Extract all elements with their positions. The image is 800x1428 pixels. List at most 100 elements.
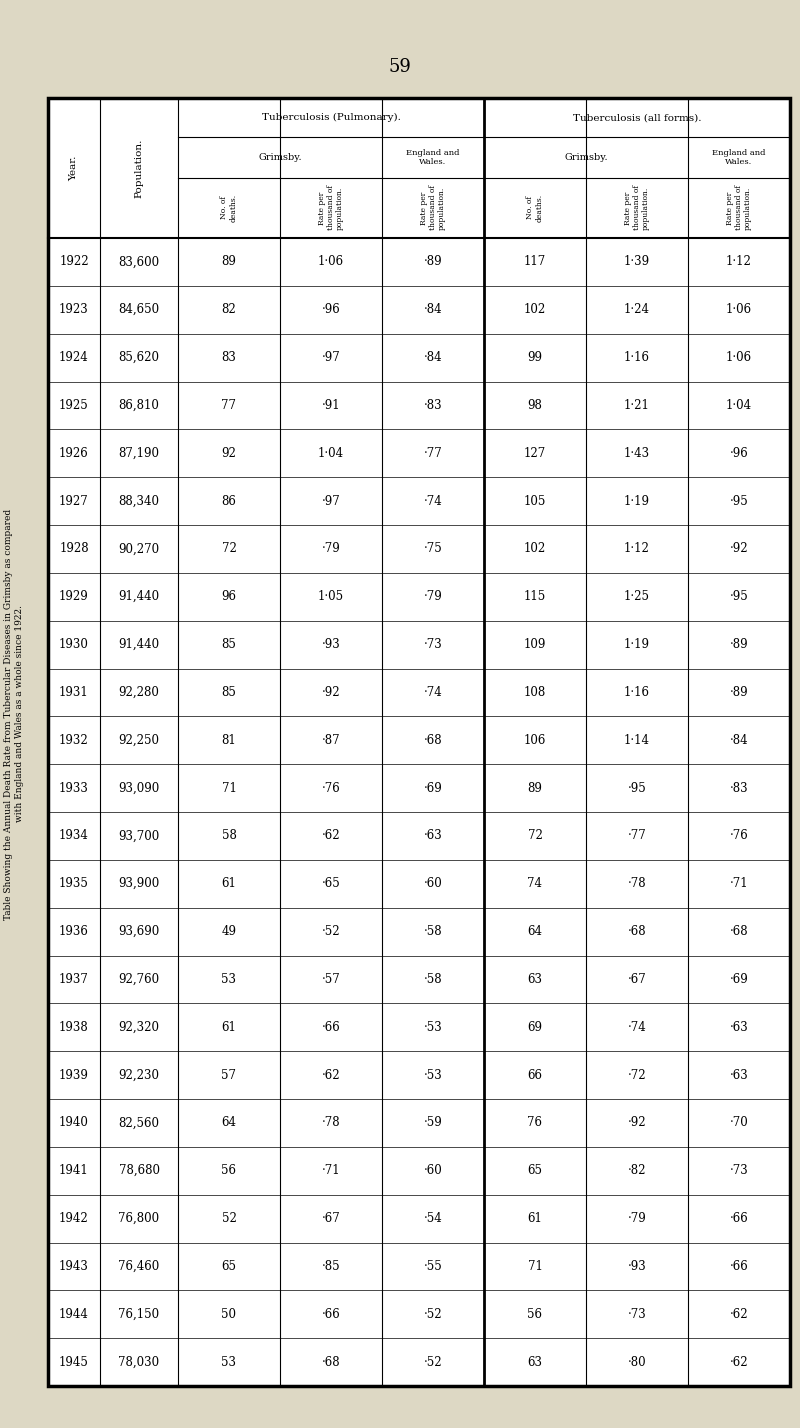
- Text: 1·24: 1·24: [624, 303, 650, 316]
- Text: 1·19: 1·19: [624, 638, 650, 651]
- Text: 1·43: 1·43: [624, 447, 650, 460]
- Text: 93,700: 93,700: [118, 830, 160, 843]
- Text: ·68: ·68: [322, 1355, 340, 1368]
- Text: ·62: ·62: [322, 830, 340, 843]
- Text: ·60: ·60: [424, 1164, 442, 1177]
- Text: ·60: ·60: [424, 877, 442, 890]
- Text: 1939: 1939: [59, 1068, 89, 1081]
- Text: 1·06: 1·06: [726, 303, 752, 316]
- Text: 78,030: 78,030: [118, 1355, 159, 1368]
- Text: 72: 72: [527, 830, 542, 843]
- Text: 84,650: 84,650: [118, 303, 159, 316]
- Text: 83: 83: [222, 351, 237, 364]
- Text: 1·12: 1·12: [726, 256, 752, 268]
- Text: ·97: ·97: [322, 351, 340, 364]
- Text: 1928: 1928: [59, 543, 89, 555]
- Text: 1932: 1932: [59, 734, 89, 747]
- Text: 115: 115: [524, 590, 546, 603]
- Text: Rate per
thousand of
population.: Rate per thousand of population.: [624, 186, 650, 230]
- Text: ·57: ·57: [322, 972, 340, 985]
- Text: 63: 63: [527, 972, 542, 985]
- Text: 1·04: 1·04: [318, 447, 344, 460]
- Text: ·63: ·63: [730, 1021, 748, 1034]
- Text: Year.: Year.: [70, 156, 78, 181]
- Text: ·74: ·74: [628, 1021, 646, 1034]
- Text: 93,090: 93,090: [118, 781, 160, 794]
- Text: 1·14: 1·14: [624, 734, 650, 747]
- Text: ·71: ·71: [322, 1164, 340, 1177]
- Text: ·69: ·69: [730, 972, 748, 985]
- Text: 1923: 1923: [59, 303, 89, 316]
- Text: 92,250: 92,250: [118, 734, 159, 747]
- Text: ·63: ·63: [424, 830, 442, 843]
- Text: 92,280: 92,280: [118, 685, 159, 698]
- Text: 65: 65: [222, 1259, 237, 1272]
- Text: ·89: ·89: [730, 638, 748, 651]
- Text: ·83: ·83: [424, 398, 442, 411]
- Text: ·78: ·78: [628, 877, 646, 890]
- Text: ·79: ·79: [628, 1212, 646, 1225]
- Text: 1929: 1929: [59, 590, 89, 603]
- Text: 63: 63: [527, 1355, 542, 1368]
- Text: 88,340: 88,340: [118, 494, 159, 507]
- Text: 92: 92: [222, 447, 237, 460]
- Text: Tuberculosis (Pulmonary).: Tuberculosis (Pulmonary).: [262, 113, 401, 123]
- Text: 87,190: 87,190: [118, 447, 159, 460]
- Text: 1·12: 1·12: [624, 543, 650, 555]
- Text: ·52: ·52: [322, 925, 340, 938]
- Text: 92,320: 92,320: [118, 1021, 159, 1034]
- Text: ·84: ·84: [424, 351, 442, 364]
- Text: 1935: 1935: [59, 877, 89, 890]
- Text: England and
Wales.: England and Wales.: [406, 149, 460, 166]
- Text: Population.: Population.: [134, 139, 143, 197]
- Text: Rate per
thousand of
population.: Rate per thousand of population.: [420, 186, 446, 230]
- Text: 71: 71: [222, 781, 237, 794]
- Text: 92,230: 92,230: [118, 1068, 159, 1081]
- Text: Grimsby.: Grimsby.: [564, 153, 608, 161]
- Text: 82: 82: [222, 303, 236, 316]
- Text: 61: 61: [222, 877, 237, 890]
- Text: 56: 56: [527, 1308, 542, 1321]
- Text: 1942: 1942: [59, 1212, 89, 1225]
- Text: 76: 76: [527, 1117, 542, 1130]
- Text: ·52: ·52: [424, 1355, 442, 1368]
- Text: 102: 102: [524, 543, 546, 555]
- Text: No. of
deaths.: No. of deaths.: [221, 194, 238, 221]
- Text: ·67: ·67: [628, 972, 646, 985]
- Text: ·52: ·52: [424, 1308, 442, 1321]
- Text: 96: 96: [222, 590, 237, 603]
- Text: 61: 61: [527, 1212, 542, 1225]
- Text: 1·16: 1·16: [624, 685, 650, 698]
- Text: ·65: ·65: [322, 877, 340, 890]
- Text: ·68: ·68: [730, 925, 748, 938]
- Text: 77: 77: [222, 398, 237, 411]
- Text: 1941: 1941: [59, 1164, 89, 1177]
- Text: ·95: ·95: [730, 590, 748, 603]
- Text: 1·05: 1·05: [318, 590, 344, 603]
- Text: 64: 64: [527, 925, 542, 938]
- Text: 72: 72: [222, 543, 237, 555]
- Text: 89: 89: [222, 256, 237, 268]
- Text: 117: 117: [524, 256, 546, 268]
- Text: ·63: ·63: [730, 1068, 748, 1081]
- Text: 1927: 1927: [59, 494, 89, 507]
- Text: 105: 105: [524, 494, 546, 507]
- Text: 53: 53: [222, 1355, 237, 1368]
- Text: ·74: ·74: [424, 685, 442, 698]
- Text: 85: 85: [222, 638, 237, 651]
- Text: ·95: ·95: [730, 494, 748, 507]
- Text: ·95: ·95: [628, 781, 646, 794]
- Text: 1931: 1931: [59, 685, 89, 698]
- Text: 1940: 1940: [59, 1117, 89, 1130]
- Text: ·58: ·58: [424, 925, 442, 938]
- Text: 1·19: 1·19: [624, 494, 650, 507]
- Text: 1943: 1943: [59, 1259, 89, 1272]
- Text: 71: 71: [527, 1259, 542, 1272]
- Text: 49: 49: [222, 925, 237, 938]
- Text: 1933: 1933: [59, 781, 89, 794]
- Text: Grimsby.: Grimsby.: [258, 153, 302, 161]
- Text: ·92: ·92: [322, 685, 340, 698]
- Text: ·83: ·83: [730, 781, 748, 794]
- Text: 58: 58: [222, 830, 237, 843]
- Text: ·91: ·91: [322, 398, 340, 411]
